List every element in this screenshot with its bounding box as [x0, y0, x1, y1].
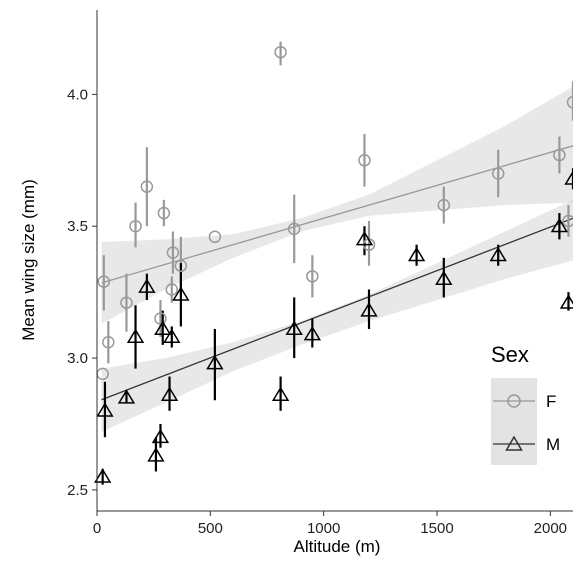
- data-points: [93, 45, 573, 483]
- point-m-8: [160, 386, 179, 401]
- point-m-11: [206, 354, 224, 370]
- point-m-4: [138, 278, 156, 293]
- point-f-3: [120, 296, 133, 309]
- legend-key-f-circle-icon: [507, 394, 521, 408]
- point-f-20: [562, 214, 573, 228]
- axes: [96, 10, 573, 512]
- y-tick-label-2: 3.5: [67, 218, 88, 235]
- point-f-18: [491, 167, 505, 180]
- y-tick-label-3: 4.0: [67, 86, 88, 103]
- x-tick-label-0: 0: [93, 520, 101, 537]
- x-tick-label-4: 2000: [534, 520, 567, 537]
- point-m-0: [93, 468, 112, 483]
- point-f-2: [102, 335, 115, 349]
- point-m-6: [151, 428, 170, 444]
- x-tick-label-3: 1500: [420, 520, 453, 537]
- point-f-14: [306, 270, 319, 283]
- point-f-4: [129, 219, 142, 233]
- point-f-7: [157, 206, 171, 220]
- point-f-12: [274, 45, 287, 59]
- y-tick-label-1: 3.0: [67, 350, 88, 367]
- point-m-10: [172, 286, 190, 301]
- x-axis-title: Altitude (m): [294, 537, 381, 556]
- y-tick-label-0: 2.5: [67, 482, 88, 499]
- point-m-18: [435, 270, 453, 285]
- x-tick-label-1: 500: [198, 520, 223, 537]
- point-m-16: [360, 302, 378, 317]
- point-f-15: [358, 154, 371, 167]
- legend-label-m: M: [546, 435, 560, 454]
- point-m-22: [564, 170, 573, 185]
- x-tick-label-2: 1000: [307, 520, 340, 537]
- point-m-17: [407, 246, 426, 262]
- point-f-5: [140, 180, 154, 193]
- point-m-5: [147, 447, 165, 462]
- y-axis-title: Mean wing size (mm): [19, 179, 38, 341]
- point-m-13: [285, 320, 303, 336]
- point-m-2: [117, 389, 136, 404]
- error-bars: [101, 41, 573, 485]
- point-f-19: [553, 148, 566, 162]
- legend-key-m-triangle-icon: [505, 435, 523, 451]
- point-m-1: [96, 402, 114, 417]
- point-f-9: [166, 246, 180, 259]
- point-f-6: [154, 312, 167, 325]
- point-f-10: [174, 259, 188, 273]
- point-m-7: [154, 320, 172, 336]
- point-m-12: [271, 386, 290, 401]
- point-f-17: [437, 198, 451, 212]
- point-m-14: [303, 325, 322, 341]
- point-f-1: [97, 275, 111, 288]
- confidence-band-m: [101, 199, 573, 432]
- point-f-11: [208, 230, 222, 244]
- legend-label-f: F: [546, 392, 556, 411]
- y-ticks: 2.5 3.0 3.5 4.0: [67, 86, 97, 499]
- point-m-15: [355, 230, 374, 246]
- legend: Sex F M: [491, 342, 560, 465]
- fit-line-m: [101, 217, 573, 401]
- legend-title: Sex: [491, 342, 529, 367]
- x-ticks: 0 500 1000 1500 2000: [93, 511, 567, 537]
- point-m-19: [489, 246, 507, 262]
- confidence-bands: [101, 86, 573, 432]
- point-f-13: [287, 222, 301, 236]
- point-f-21: [566, 96, 573, 109]
- point-m-3: [126, 328, 145, 343]
- point-f-8: [165, 283, 179, 296]
- point-m-21: [559, 294, 573, 309]
- point-m-9: [163, 328, 181, 343]
- point-m-20: [550, 217, 569, 233]
- confidence-band-f: [101, 86, 573, 324]
